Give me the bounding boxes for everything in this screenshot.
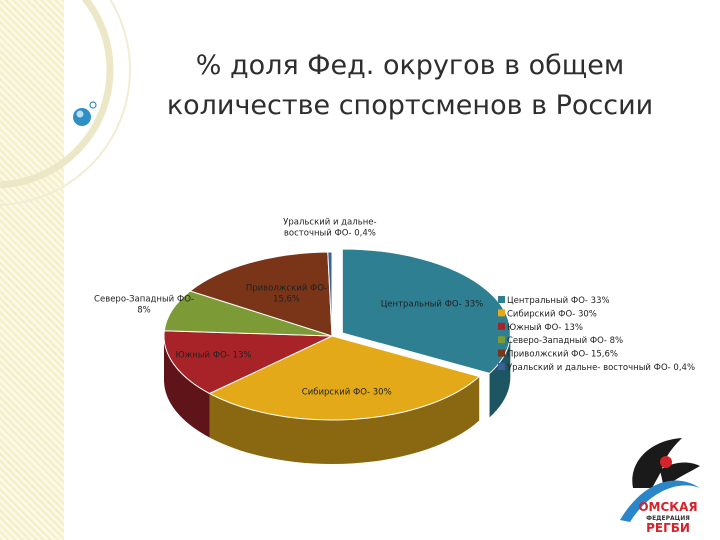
- logo-text-line2: ФЕДЕРАЦИЯ: [646, 515, 690, 522]
- data-label-сибирский-фо: Сибирский ФО- 30%: [302, 387, 392, 397]
- legend-swatch-северо-западный-фо: [498, 336, 505, 344]
- legend-swatch-центральный-фо: [498, 296, 505, 303]
- legend-label-южный-фо: Южный ФО- 13%: [507, 323, 583, 333]
- logo-text-line3: РЕГБИ: [646, 521, 690, 535]
- bubble-small-icon: [89, 101, 97, 109]
- rugby-ball-icon: [660, 456, 672, 468]
- data-label-центральный-фо: Центральный ФО- 33%: [381, 299, 484, 309]
- legend-swatch-уральский-и-дальне-восточный-фо: [498, 363, 505, 370]
- pie-data-labels: Центральный ФО- 33% Сибирский ФО- 30% Южны…: [94, 218, 483, 398]
- pie-side-южный-фо: [164, 336, 210, 438]
- pie-slice-южный-фо: [163, 330, 333, 395]
- legend-swatch-сибирский-фо: [498, 309, 505, 317]
- legend-label-приволжский-фо: Приволжский ФО- 15,6%: [507, 350, 618, 360]
- legend-swatch-приволжский-фо: [498, 349, 505, 357]
- decorative-stripe-bar: [0, 0, 64, 540]
- slide-title: % доля Фед. округов в общем количестве с…: [130, 46, 690, 126]
- data-label-южный-фо: Южный ФО- 13%: [175, 350, 251, 360]
- legend-swatch-южный-фо: [498, 322, 505, 330]
- data-label-приволжский-фо: Приволжский ФО-15,6%: [246, 283, 327, 304]
- decorative-circles: [0, 0, 131, 206]
- omsk-rugby-logo: ОМСКАЯ ФЕДЕРАЦИЯ РЕГБИ: [620, 438, 700, 535]
- legend-label-северо-западный-фо: Северо-Западный ФО- 8%: [507, 336, 623, 346]
- legend-label-центральный-фо: Центральный ФО- 33%: [507, 296, 610, 306]
- pie-slices: [163, 248, 511, 421]
- pie-slice-приволжский-фо: [189, 251, 333, 337]
- slide-title-line1: % доля Фед. округов в общем: [195, 50, 625, 81]
- pie-slice-центральный-фо: [341, 248, 511, 374]
- data-label-уральский-и-дальне-восточный-фо: Уральский и дальне-восточный ФО- 0,4%: [283, 218, 376, 239]
- pie-slice-уральский-и-дальне-восточный-фо: [327, 251, 333, 337]
- data-label-северо-западный-фо: Северо-Западный ФО-8%: [94, 294, 194, 315]
- logo-text-line1: ОМСКАЯ: [638, 500, 697, 514]
- legend-label-сибирский-фо: Сибирский ФО- 30%: [507, 309, 597, 319]
- chart-legend: Центральный ФО- 33% Сибирский ФО- 30% Южны…: [498, 296, 695, 373]
- legend-label-уральский-и-дальне-восточный-фо: Уральский и дальне- восточный ФО- 0,4%: [507, 363, 695, 373]
- bubble-large-icon: [73, 108, 91, 126]
- pie-slice-сибирский-фо: [208, 335, 481, 421]
- slide-title-line2: количестве спортсменов в России: [166, 90, 654, 121]
